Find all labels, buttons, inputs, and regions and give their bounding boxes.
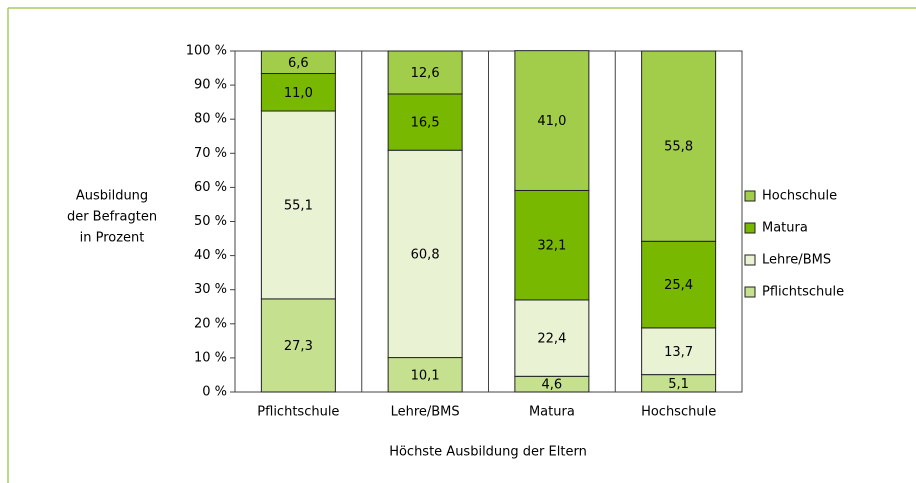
y-tick-label: 90 % [194,78,227,93]
bar-segment [260,298,336,393]
bar-segment [514,50,590,191]
data-label: 6,6 [288,56,309,71]
data-label: 41,0 [537,114,566,129]
legend-label: Pflichtschule [762,285,844,300]
y-tick-label: 0 % [202,385,227,400]
bar-segment [514,189,590,301]
y-tick-label: 30 % [194,282,227,297]
x-tick-label: Matura [529,405,575,420]
x-tick-label: Lehre/BMS [391,405,460,420]
data-label: 4,6 [542,378,563,393]
legend-label: Matura [762,221,808,236]
data-label: 27,3 [284,339,313,354]
bar-segment [641,240,717,329]
y-axis-label: in Prozent [80,231,145,246]
y-tick-label: 100 % [186,44,227,59]
y-tick-label: 20 % [194,316,227,331]
x-tick-label: Pflichtschule [257,405,339,420]
data-label: 5,1 [668,377,689,392]
y-axis-label: Ausbildung [76,189,148,204]
legend-swatch [744,286,756,298]
y-tick-label: 10 % [194,350,227,365]
y-tick-label: 80 % [194,112,227,127]
bar-segment [260,73,336,112]
data-label: 60,8 [411,247,440,262]
y-tick-label: 50 % [194,214,227,229]
bar-segment [641,50,717,242]
bar-segment [260,110,336,300]
bar-segment [641,327,717,376]
bar-segment [387,149,463,359]
data-label: 22,4 [537,332,566,347]
bar-segment [514,299,590,377]
x-tick-label: Hochschule [641,405,716,420]
data-label: 16,5 [411,116,440,131]
data-label: 12,6 [411,66,440,81]
legend-label: Lehre/BMS [762,253,831,268]
data-label: 11,0 [284,86,313,101]
data-label: 25,4 [664,278,693,293]
y-tick-label: 70 % [194,146,227,161]
y-axis-label: der Befragten [67,210,157,225]
legend-swatch [744,190,756,202]
data-label: 13,7 [664,345,693,360]
legend-swatch [744,254,756,266]
legend-swatch [744,222,756,234]
y-tick-label: 40 % [194,248,227,263]
data-label: 55,8 [664,140,693,155]
legend-label: Hochschule [762,189,837,204]
data-label: 32,1 [537,239,566,254]
y-tick-label: 60 % [194,180,227,195]
bar-segment [387,357,463,393]
bar-segment [260,50,336,75]
data-label: 55,1 [284,198,313,213]
x-axis-label: Höchste Ausbildung der Eltern [389,445,587,460]
bar-segment [387,50,463,95]
data-label: 10,1 [411,368,440,383]
